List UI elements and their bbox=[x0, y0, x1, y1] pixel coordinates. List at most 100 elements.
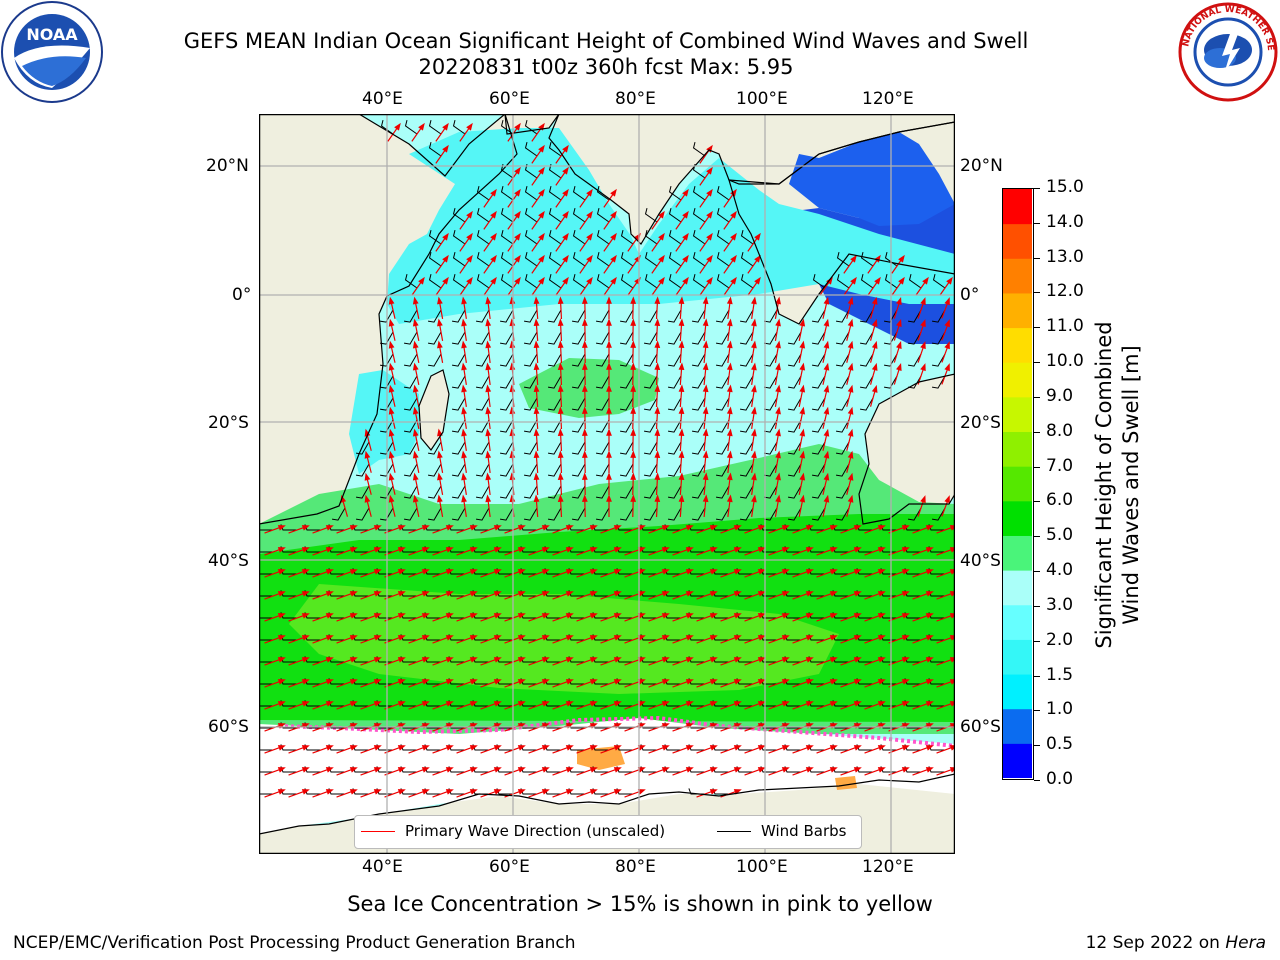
wave-direction-arrowhead bbox=[805, 591, 814, 597]
wave-direction-arrow bbox=[720, 636, 738, 644]
wave-direction-arrow bbox=[864, 724, 882, 732]
wave-direction-arrow bbox=[579, 280, 591, 296]
wave-direction-arrowhead bbox=[661, 547, 670, 553]
wave-direction-arrow bbox=[936, 658, 954, 666]
wave-direction-arrow bbox=[822, 499, 828, 517]
wind-barb bbox=[739, 463, 754, 477]
wave-direction-arrowhead bbox=[678, 318, 685, 327]
wind-barb bbox=[739, 441, 754, 455]
wave-direction-arrowhead bbox=[469, 525, 478, 531]
wind-barb bbox=[643, 375, 658, 389]
wave-direction-arrowhead bbox=[853, 525, 862, 531]
wind-barb bbox=[619, 507, 634, 521]
wave-direction-arrowhead bbox=[757, 767, 766, 773]
wind-barb bbox=[524, 186, 538, 201]
wave-direction-arrowhead bbox=[541, 745, 550, 751]
wave-direction-arrowhead bbox=[485, 450, 492, 459]
wind-barb bbox=[907, 309, 922, 323]
wave-direction-arrowhead bbox=[445, 525, 454, 531]
wave-direction-arrow bbox=[487, 300, 491, 320]
wave-direction-arrow bbox=[798, 499, 804, 517]
wave-direction-arrow bbox=[936, 680, 954, 688]
wave-direction-arrowhead bbox=[412, 340, 419, 349]
wave-direction-arrow bbox=[552, 548, 570, 556]
wave-direction-arrow bbox=[651, 214, 663, 230]
colorbar-tick-label: 2.0 bbox=[1046, 629, 1074, 650]
wave-direction-arrow bbox=[768, 658, 786, 666]
wave-direction-arrow bbox=[846, 367, 852, 385]
wave-direction-arrowhead bbox=[301, 657, 310, 663]
wave-direction-arrow bbox=[438, 455, 444, 473]
colorbar-tick-mark bbox=[1034, 188, 1040, 189]
wave-direction-arrowhead bbox=[877, 591, 886, 597]
wave-direction-arrowhead bbox=[277, 591, 286, 597]
wind-barb bbox=[619, 463, 634, 477]
wave-direction-arrowhead bbox=[517, 679, 526, 685]
wave-direction-arrowhead bbox=[589, 789, 598, 795]
wave-direction-arrow bbox=[727, 388, 731, 408]
wave-direction-arrowhead bbox=[421, 591, 430, 597]
colorbar-segment bbox=[1003, 466, 1032, 502]
wave-direction-arrowhead bbox=[726, 318, 733, 327]
wind-barb bbox=[787, 507, 802, 521]
wave-direction-arrow bbox=[699, 280, 711, 296]
colorbar-tick-label: 4.0 bbox=[1046, 560, 1074, 581]
wind-barb bbox=[595, 441, 610, 455]
wave-direction-arrow bbox=[840, 768, 858, 776]
wind-barb bbox=[692, 186, 706, 201]
wave-direction-arrow bbox=[675, 258, 687, 274]
wind-barb bbox=[668, 252, 682, 267]
colorbar bbox=[1002, 188, 1034, 780]
wave-direction-arrowhead bbox=[709, 613, 718, 619]
wave-direction-arrowhead bbox=[871, 362, 878, 371]
wave-direction-arrow bbox=[843, 258, 855, 274]
wave-direction-arrowhead bbox=[325, 591, 334, 597]
wind-barb bbox=[547, 441, 562, 455]
wave-direction-arrow bbox=[792, 526, 810, 534]
wave-direction-arrowhead bbox=[490, 210, 497, 219]
wave-direction-arrowhead bbox=[775, 472, 781, 481]
wave-direction-arrowhead bbox=[751, 472, 757, 481]
wave-direction-arrowhead bbox=[847, 494, 854, 503]
wave-direction-arrow bbox=[552, 526, 570, 534]
lat-tick-left-60s: 60°S bbox=[208, 717, 249, 737]
wave-direction-arrowhead bbox=[469, 745, 478, 751]
wave-direction-arrow bbox=[483, 192, 495, 208]
wave-direction-arrow bbox=[648, 702, 666, 710]
wave-direction-arrowhead bbox=[421, 745, 430, 751]
wave-direction-arrowhead bbox=[805, 767, 814, 773]
wave-direction-arrow bbox=[288, 746, 306, 754]
wind-barb bbox=[691, 309, 706, 323]
wind-barb bbox=[595, 507, 610, 521]
wave-direction-arrow bbox=[696, 614, 714, 622]
wave-direction-arrowhead bbox=[805, 635, 814, 641]
wave-direction-arrow bbox=[576, 592, 594, 600]
wave-direction-arrowhead bbox=[654, 428, 661, 436]
wave-direction-arrowhead bbox=[823, 296, 830, 305]
wave-direction-arrow bbox=[552, 592, 570, 600]
wave-direction-arrow bbox=[483, 280, 495, 296]
wind-barb bbox=[691, 375, 706, 389]
wind-barb bbox=[476, 230, 490, 245]
wind-barb bbox=[547, 331, 562, 345]
wave-direction-arrow bbox=[869, 389, 877, 407]
wave-direction-arrowhead bbox=[654, 296, 661, 304]
lon-tick-bottom-60e: 60°E bbox=[489, 857, 530, 877]
wind-barb bbox=[427, 463, 442, 477]
wave-direction-arrowhead bbox=[445, 547, 454, 553]
wind-barb bbox=[500, 274, 514, 289]
wave-direction-arrowhead bbox=[445, 745, 454, 751]
wave-direction-arrowhead bbox=[823, 318, 830, 327]
wave-direction-arrowhead bbox=[661, 745, 670, 751]
wind-barb bbox=[811, 375, 826, 389]
wind-barb bbox=[523, 463, 538, 477]
wave-direction-arrowhead bbox=[613, 547, 622, 553]
wave-direction-arrow bbox=[528, 614, 546, 622]
wave-direction-arrowhead bbox=[373, 525, 382, 531]
colorbar-tick-label: 3.0 bbox=[1046, 594, 1074, 615]
wave-direction-arrow bbox=[891, 280, 903, 296]
wave-direction-arrow bbox=[408, 636, 426, 644]
wave-direction-arrowhead bbox=[514, 254, 521, 263]
lon-tick-bottom-80e: 80°E bbox=[615, 857, 656, 877]
colorbar-tick-label: 12.0 bbox=[1046, 281, 1084, 302]
